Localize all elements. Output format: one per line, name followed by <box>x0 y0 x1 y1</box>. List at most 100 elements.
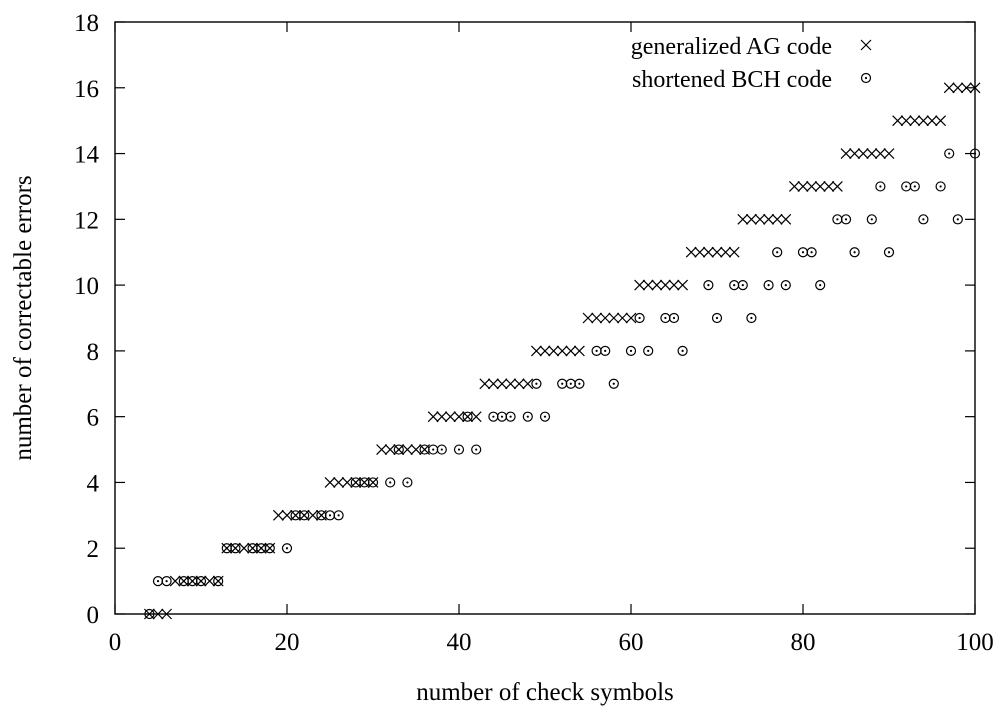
ag-code-point <box>324 477 336 488</box>
ag-code-point <box>161 608 173 620</box>
bch-code-point <box>488 411 499 422</box>
x-tick-label: 20 <box>275 629 300 656</box>
bch-code-point <box>290 510 301 521</box>
y-tick-label: 6 <box>87 405 100 432</box>
ag-code-point <box>479 378 491 390</box>
bch-code-point <box>565 378 576 389</box>
ag-code-point <box>436 411 448 423</box>
ag-code-point <box>849 148 861 159</box>
ag-code-point <box>487 378 499 390</box>
y-tick-label: 16 <box>74 76 99 103</box>
ag-code-point <box>384 444 396 455</box>
bch-code-point <box>840 214 852 225</box>
ag-code-point <box>788 181 800 192</box>
bch-code-point <box>866 214 877 225</box>
ag-code-point <box>582 312 594 324</box>
ag-code-point <box>926 115 938 127</box>
y-tick-label: 10 <box>74 273 99 300</box>
bch-code-point <box>969 148 981 159</box>
bch-code-point <box>195 576 207 587</box>
ag-code-point <box>883 148 895 159</box>
ag-code-point <box>866 148 878 159</box>
bch-code-point <box>281 543 293 554</box>
bch-code-point <box>772 247 783 258</box>
bch-code-point <box>780 280 791 291</box>
ag-code-point <box>917 115 929 127</box>
bch-code-point <box>247 543 258 554</box>
bch-code-point <box>393 444 404 455</box>
ag-code-point <box>333 477 345 488</box>
bch-code-point <box>436 444 447 455</box>
bch-code-point <box>462 411 473 422</box>
ag-code-point <box>935 115 947 127</box>
ag-code-point <box>169 575 181 587</box>
bch-code-point <box>230 543 241 554</box>
y-tick-label: 12 <box>74 207 99 234</box>
data-marks <box>143 82 981 620</box>
ag-code-point <box>943 82 955 94</box>
axis-tick-labels: 0 20 40 60 80 100 0 2 4 6 8 10 12 14 16 18 <box>74 10 994 656</box>
plot-frame <box>114 21 976 615</box>
bch-code-point <box>385 477 396 488</box>
ag-code-point <box>806 181 818 192</box>
ag-code-point <box>823 181 835 192</box>
ag-code-point <box>599 312 611 324</box>
ag-code-point <box>642 279 654 291</box>
bch-code-point <box>797 247 809 258</box>
bch-code-point <box>746 312 757 324</box>
bch-code-point <box>935 181 946 192</box>
ag-code-point <box>720 246 732 258</box>
bch-code-point <box>883 247 895 258</box>
ag-code-point <box>513 378 525 390</box>
bch-code-point <box>531 378 542 389</box>
ag-code-point <box>505 378 517 390</box>
legend-marker-bch <box>860 72 872 84</box>
ag-code-point <box>763 213 775 225</box>
ag-code-point <box>737 213 749 225</box>
bch-code-point <box>144 608 155 620</box>
ag-code-point <box>453 411 465 423</box>
ag-code-point <box>909 115 921 127</box>
bch-code-point <box>359 477 370 488</box>
y-tick-label: 18 <box>74 10 99 37</box>
bch-code-point <box>832 214 843 225</box>
ag-code-point <box>341 477 353 488</box>
ag-code-point <box>634 279 646 291</box>
x-tick-label: 100 <box>956 629 994 656</box>
bch-code-point <box>634 312 645 324</box>
y-tick-label: 4 <box>87 470 100 497</box>
ag-code-point <box>694 246 706 258</box>
bch-code-point <box>901 181 912 192</box>
ag-code-point <box>814 181 826 192</box>
bch-code-point <box>539 411 551 422</box>
ag-code-point <box>677 279 689 291</box>
bch-code-point <box>505 411 516 422</box>
ag-code-point <box>281 509 293 521</box>
bch-code-point <box>591 345 602 356</box>
bch-code-point <box>187 576 198 587</box>
ag-code-point <box>591 312 603 324</box>
ag-code-point <box>238 542 250 554</box>
ag-code-point <box>857 148 869 159</box>
ag-code-point <box>496 378 508 390</box>
bch-code-point <box>737 280 748 291</box>
bch-code-point <box>875 181 886 192</box>
ag-code-point <box>539 345 551 357</box>
ag-code-point <box>470 411 482 423</box>
bch-code-point <box>496 411 508 422</box>
legend: generalized AG code shortened BCH code <box>631 34 872 93</box>
ag-code-point <box>204 575 216 587</box>
bch-code-point <box>316 510 327 521</box>
bch-code-point <box>419 444 430 455</box>
bch-code-point <box>849 247 860 258</box>
ag-code-point <box>573 345 585 357</box>
bch-code-point <box>677 345 688 356</box>
ag-code-point <box>952 82 964 94</box>
bch-code-point <box>643 345 654 356</box>
ag-code-point <box>272 509 284 521</box>
x-tick-label: 0 <box>109 629 122 656</box>
bch-code-point <box>453 444 465 455</box>
bch-code-point <box>161 576 172 587</box>
ag-code-point <box>892 115 904 127</box>
